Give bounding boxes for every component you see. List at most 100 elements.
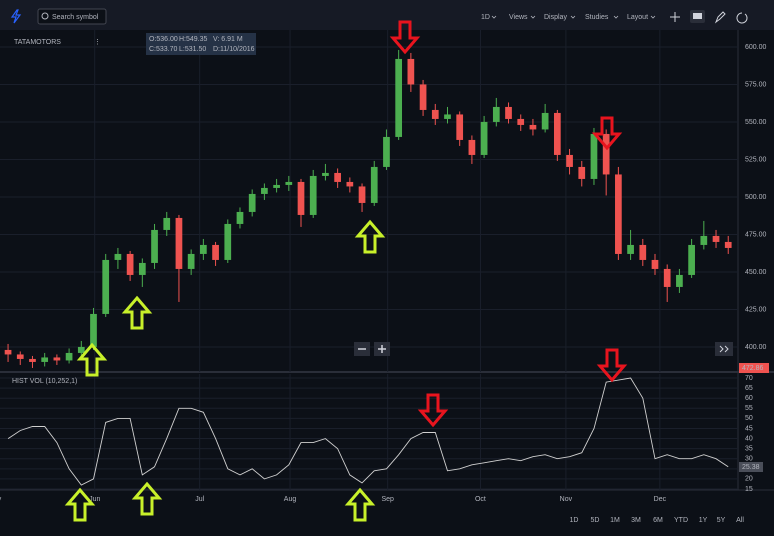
candle-body — [627, 244, 634, 254]
menu-button[interactable]: Views — [509, 14, 528, 21]
range-button[interactable]: All — [736, 517, 744, 524]
candle-body — [248, 193, 256, 212]
indicator-title: HIST VOL (10,252,1) — [12, 378, 77, 385]
menu-button[interactable]: Studies — [585, 14, 609, 21]
candle-body — [334, 172, 341, 182]
search-box[interactable] — [37, 8, 107, 25]
y-tick-label: 50 — [745, 415, 753, 422]
info-value: H:549.35 — [179, 36, 208, 43]
candle-body — [370, 166, 378, 203]
x-tick-label: Sep — [381, 496, 394, 503]
menu-button[interactable]: Display — [544, 14, 567, 21]
candle-body — [419, 84, 427, 110]
range-button[interactable]: 6M — [653, 517, 663, 524]
candle-body — [200, 244, 207, 254]
info-box — [146, 33, 256, 55]
y-tick-label: 500.00 — [745, 194, 767, 201]
draw-button[interactable] — [714, 11, 726, 24]
candle-body — [90, 313, 97, 347]
x-tick-label: Aug — [284, 496, 297, 503]
candle-body — [285, 181, 293, 185]
last-value-label: 472.86 — [742, 365, 764, 372]
y-tick-label: 475.00 — [745, 231, 767, 238]
scroll-right-button[interactable] — [715, 342, 733, 356]
candle-body — [639, 244, 647, 260]
candle-body — [261, 187, 268, 194]
candle-body — [517, 118, 525, 125]
candle-body — [4, 349, 12, 355]
candle-body — [187, 253, 195, 269]
candle-body — [492, 106, 500, 122]
down-arrow — [596, 348, 628, 383]
add-button[interactable] — [670, 12, 680, 22]
interval-button[interactable]: 1D — [481, 14, 490, 21]
up-arrow — [344, 487, 376, 522]
candle-body — [578, 166, 586, 179]
x-tick-label: Dec — [654, 496, 667, 503]
range-button[interactable]: 1D — [570, 517, 579, 524]
logo-icon[interactable] — [10, 9, 22, 24]
vol-line — [7, 377, 729, 486]
last-value-badge — [739, 462, 763, 472]
y-tick-label: 30 — [745, 456, 753, 463]
down-arrow — [591, 116, 623, 151]
candle-body — [16, 354, 24, 359]
candle-body — [553, 112, 561, 155]
candle-body — [468, 139, 476, 155]
info-value: O:536.00 — [149, 36, 178, 43]
candle-body — [77, 346, 85, 353]
candle-body — [712, 235, 720, 242]
candle-body — [529, 124, 537, 130]
candle-body — [407, 58, 415, 85]
candle-body — [431, 109, 439, 119]
candle-body — [700, 235, 708, 245]
x-tick-label: Jun — [89, 496, 100, 503]
candle-body — [65, 352, 73, 361]
candle-body — [102, 259, 110, 314]
y-tick-label: 70 — [745, 375, 753, 382]
candle-body — [688, 244, 695, 275]
candle-body — [297, 181, 305, 215]
up-arrow — [64, 487, 96, 522]
range-button[interactable]: 3M — [631, 517, 641, 524]
range-bar: 1D 5D 1M 3M 6M YTD 1Y 5Y All — [570, 517, 745, 524]
candle-body — [273, 184, 280, 188]
search-placeholder: Search symbol — [52, 14, 99, 21]
up-arrow — [121, 295, 153, 330]
y-tick-label: 65 — [745, 385, 753, 392]
range-button[interactable]: 5Y — [717, 517, 726, 524]
candle-body — [505, 106, 512, 119]
range-button[interactable]: 5D — [591, 517, 600, 524]
up-arrow — [131, 481, 163, 516]
candle-body — [456, 114, 464, 140]
range-button[interactable]: YTD — [674, 517, 688, 524]
candle-body — [53, 357, 61, 361]
y-tick-label: 55 — [745, 405, 753, 412]
symbol-menu[interactable]: ⋮ — [94, 39, 101, 46]
down-arrow — [389, 20, 421, 55]
range-button[interactable]: 1Y — [699, 517, 708, 524]
candle-body — [615, 174, 622, 254]
last-value-label: 25.38 — [742, 464, 760, 471]
y-tick-label: 550.00 — [745, 119, 767, 126]
symbol-title: TATAMOTORS — [14, 39, 61, 46]
candle-body — [41, 357, 49, 362]
candle-body — [395, 58, 403, 137]
y-tick-label: 450.00 — [745, 269, 767, 276]
range-button[interactable]: 1M — [610, 517, 620, 524]
toolbar-chevrons — [491, 15, 656, 19]
zoom-in-icon — [378, 345, 386, 353]
menu-button[interactable]: Layout — [627, 14, 648, 21]
candle-body — [651, 259, 659, 269]
candle-body — [114, 253, 122, 260]
last-value-badge — [739, 363, 769, 373]
annotation-arrows — [64, 20, 628, 522]
y-tick-label: 15 — [745, 486, 753, 493]
y-tick-label: 525.00 — [745, 156, 767, 163]
refresh-button[interactable] — [736, 12, 748, 24]
candle-body — [236, 211, 244, 224]
candle-body — [444, 114, 451, 119]
candle-body — [590, 133, 598, 179]
x-tick-label: Jul — [195, 496, 204, 503]
